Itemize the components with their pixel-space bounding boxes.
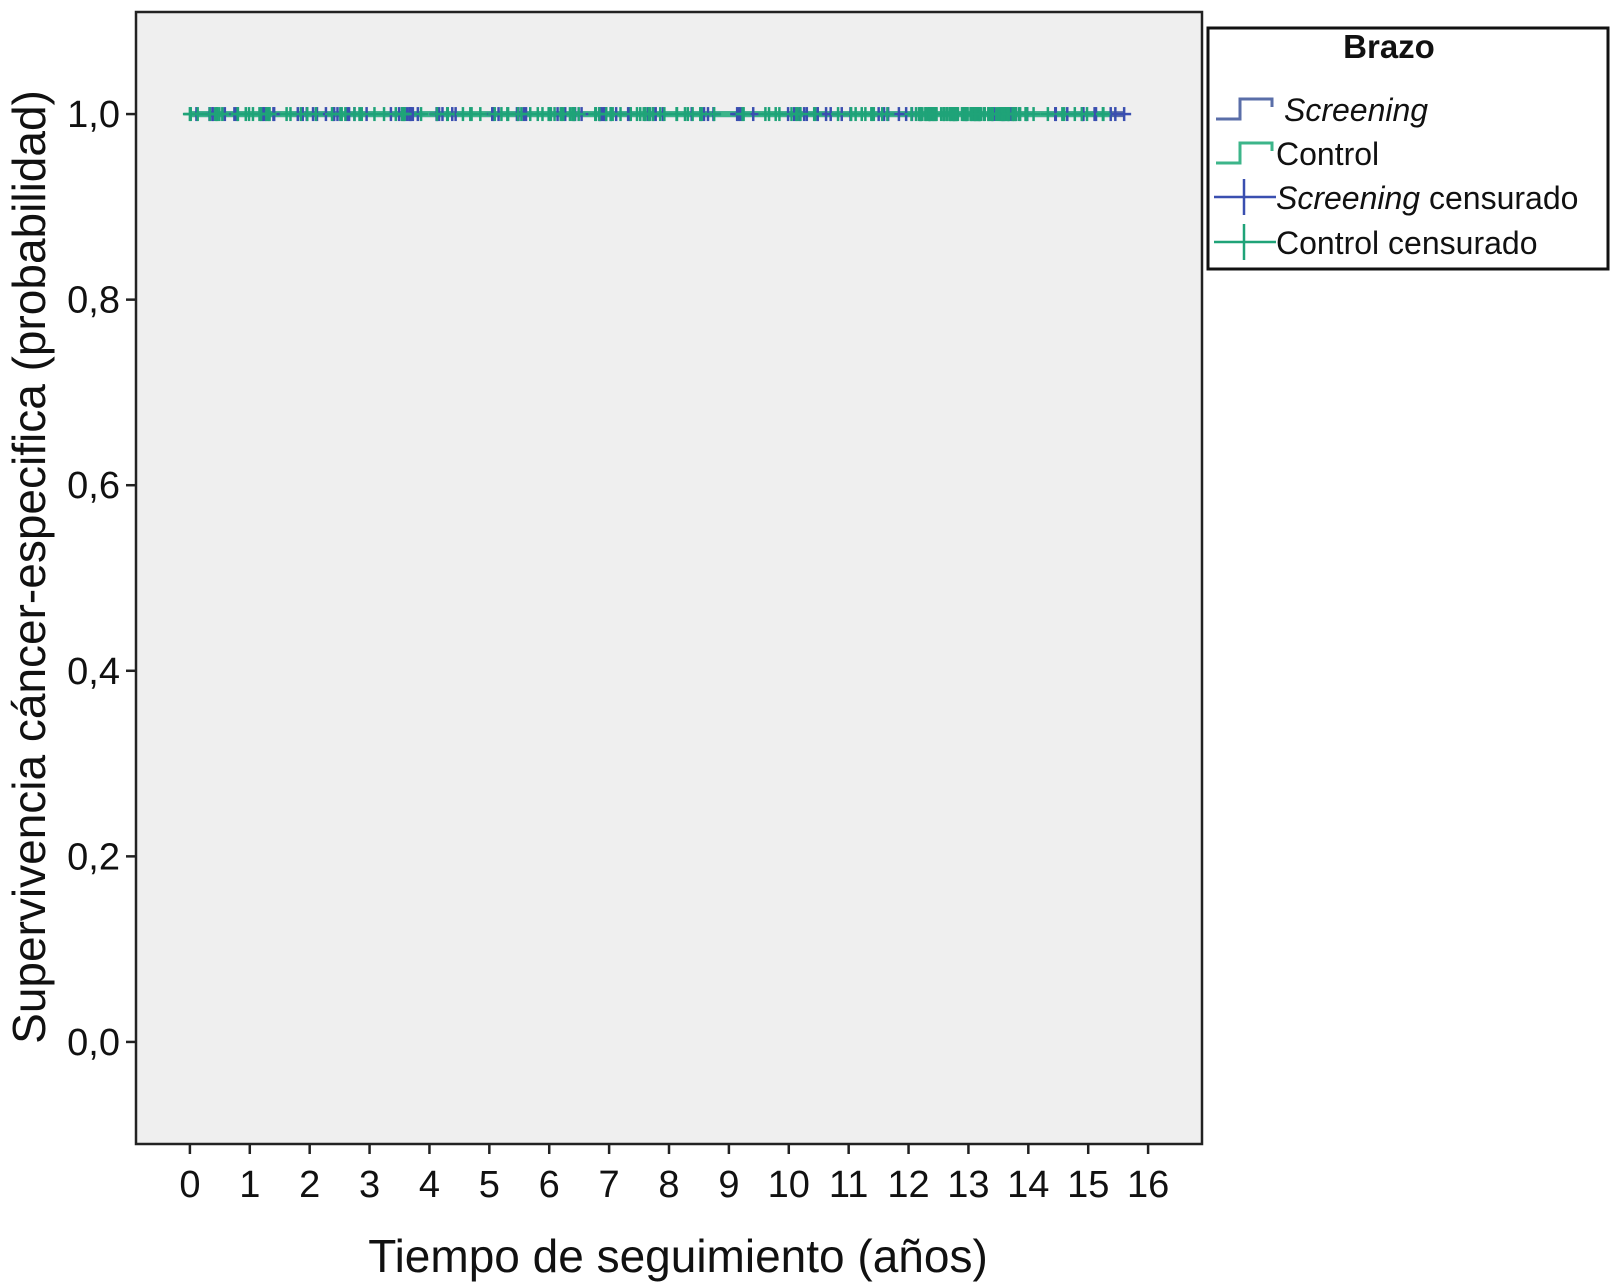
legend-label-part: Screening [1276, 180, 1420, 216]
y-tick-label: 0,2 [67, 836, 120, 878]
censor-mark-control [973, 107, 988, 122]
x-tick-label: 14 [1007, 1164, 1049, 1206]
x-axis: 0 1 2 3 4 5 6 7 8 9 10 11 12 13 14 15 16 [179, 1144, 1169, 1206]
y-tick-label: 0,4 [67, 651, 120, 693]
legend-title: Brazo [1343, 28, 1435, 65]
censor-mark-control [636, 107, 651, 122]
censor-mark-control [333, 107, 348, 122]
x-tick-label: 12 [887, 1164, 929, 1206]
x-tick-label: 13 [947, 1164, 989, 1206]
censor-mark-control [562, 107, 577, 122]
legend-label: Control censurado [1276, 225, 1537, 261]
x-tick-label: 15 [1067, 1164, 1109, 1206]
censor-mark-control [707, 107, 722, 122]
censor-mark-control [279, 107, 294, 122]
legend-step-icon [1216, 141, 1274, 165]
censor-mark-control [501, 107, 516, 122]
censor-mark-control [807, 107, 822, 122]
y-axis: 0,0 0,2 0,4 0,6 0,8 1,0 [67, 94, 136, 1064]
censor-mark-control [1080, 107, 1095, 122]
x-tick-label: 6 [539, 1164, 560, 1206]
legend: Brazo Screening Control Screening censurad… [1206, 26, 1610, 271]
censor-mark-control [262, 107, 277, 122]
censor-mark-control [919, 107, 934, 122]
censor-mark-control [377, 107, 392, 122]
censor-mark-control [762, 107, 777, 122]
legend-item-control_censored: Control censurado [1214, 224, 1537, 261]
legend-item-control: Control [1216, 136, 1379, 172]
censor-mark-control [209, 107, 224, 122]
legend-entries: Screening Control Screening censurado Contr… [1214, 92, 1578, 261]
censor-mark-control [789, 107, 804, 122]
legend-label-part: censurado [1420, 180, 1578, 216]
censor-mark-control [523, 107, 538, 122]
x-tick-label: 1 [239, 1164, 260, 1206]
censor-mark-screening [1117, 107, 1132, 122]
y-tick-label: 0,6 [67, 465, 120, 507]
y-axis-title: Supervivencia cáncer-especifica (probabi… [3, 90, 55, 1044]
y-tick-label: 0,0 [67, 1022, 120, 1064]
censor-mark-control [693, 107, 708, 122]
x-tick-label: 7 [599, 1164, 620, 1206]
censor-mark-control [735, 107, 750, 122]
x-tick-label: 8 [658, 1164, 679, 1206]
x-tick-label: 10 [768, 1164, 810, 1206]
legend-item-screening_censored: Screening censurado [1214, 179, 1578, 216]
censor-mark-control [603, 107, 618, 122]
legend-label-part: Control [1276, 136, 1379, 172]
x-tick-label: 3 [359, 1164, 380, 1206]
censor-mark-control [414, 107, 429, 122]
x-tick-label: 16 [1127, 1164, 1169, 1206]
x-tick-label: 4 [419, 1164, 440, 1206]
x-tick-label: 0 [179, 1164, 200, 1206]
censor-mark-control [300, 107, 315, 122]
legend-label-part: Screening [1284, 92, 1428, 128]
plot-area [134, 10, 1204, 1146]
legend-box [1206, 26, 1610, 271]
censor-mark-control [831, 107, 846, 122]
legend-label: Screening [1284, 92, 1428, 128]
censor-mark-control [535, 107, 550, 122]
legend-label-part: Control censurado [1276, 225, 1537, 261]
censor-mark-control [678, 107, 693, 122]
censor-mark-control [182, 107, 197, 122]
legend-label: Screening censurado [1276, 180, 1578, 216]
censor-mark-control [347, 107, 362, 122]
censor-mark-control [1096, 107, 1111, 122]
censor-mark-control [1055, 107, 1070, 122]
censor-mark-control [238, 107, 253, 122]
y-tick-label: 1,0 [67, 94, 120, 136]
x-axis-title: Tiempo de seguimiento (años) [368, 1230, 988, 1282]
censor-mark-control [487, 107, 502, 122]
censor-mark-control [1040, 107, 1055, 122]
censor-mark-control [440, 107, 455, 122]
censor-mark-control [949, 107, 964, 122]
legend-step-icon [1216, 97, 1274, 121]
censor-mark-control [394, 107, 409, 122]
legend-label: Control [1276, 136, 1379, 172]
x-tick-label: 5 [479, 1164, 500, 1206]
y-tick-label: 0,8 [67, 280, 120, 322]
x-tick-label: 11 [829, 1164, 868, 1206]
censor-mark-control [1001, 107, 1016, 122]
censor-mark-control [464, 107, 479, 122]
censor-mark-control [858, 107, 873, 122]
censor-mark-control [653, 107, 668, 122]
censor-marks [182, 107, 1132, 122]
x-tick-label: 9 [718, 1164, 739, 1206]
x-tick-label: 2 [299, 1164, 320, 1206]
legend-item-screening: Screening [1216, 92, 1428, 128]
